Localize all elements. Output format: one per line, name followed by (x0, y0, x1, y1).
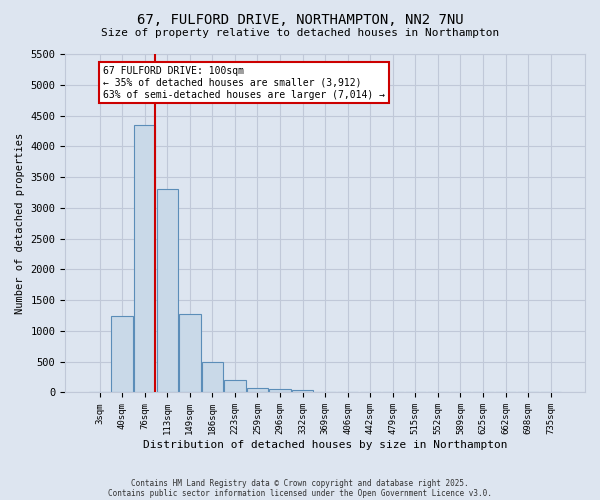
Text: Size of property relative to detached houses in Northampton: Size of property relative to detached ho… (101, 28, 499, 38)
Y-axis label: Number of detached properties: Number of detached properties (15, 132, 25, 314)
Text: 67 FULFORD DRIVE: 100sqm
← 35% of detached houses are smaller (3,912)
63% of sem: 67 FULFORD DRIVE: 100sqm ← 35% of detach… (103, 66, 385, 100)
Text: Contains public sector information licensed under the Open Government Licence v3: Contains public sector information licen… (108, 488, 492, 498)
Bar (202, 362, 223, 392)
Bar (247, 388, 268, 392)
X-axis label: Distribution of detached houses by size in Northampton: Distribution of detached houses by size … (143, 440, 508, 450)
Text: Contains HM Land Registry data © Crown copyright and database right 2025.: Contains HM Land Registry data © Crown c… (131, 478, 469, 488)
Bar (292, 390, 313, 392)
Bar (112, 316, 133, 392)
Bar (157, 190, 178, 392)
Bar (269, 389, 291, 392)
Bar (134, 125, 155, 392)
Text: 67, FULFORD DRIVE, NORTHAMPTON, NN2 7NU: 67, FULFORD DRIVE, NORTHAMPTON, NN2 7NU (137, 12, 463, 26)
Bar (179, 314, 200, 392)
Bar (224, 380, 245, 392)
